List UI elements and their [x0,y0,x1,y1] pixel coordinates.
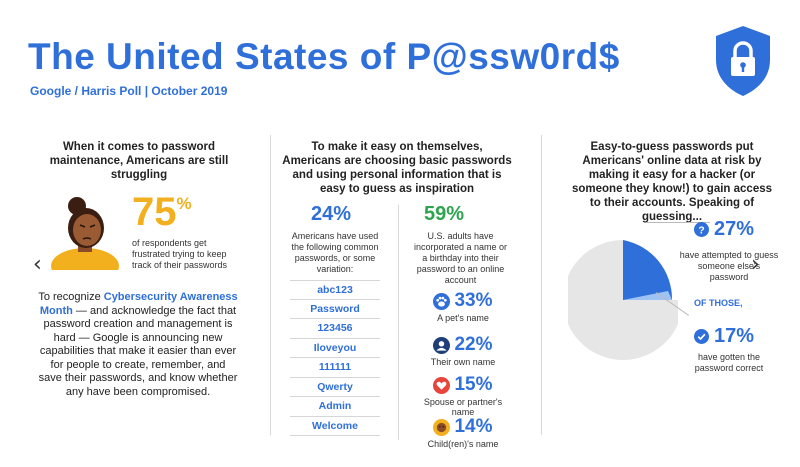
list-item: Qwerty [290,378,380,397]
stat-frustrated-desc: of respondents get frustrated trying to … [132,238,228,270]
cybersecurity-month-highlight: Cybersecurity Awareness Month [39,291,238,317]
list-item: Welcome [290,417,380,436]
section-heading-maintenance: When it comes to password maintenance, A… [49,141,229,181]
source-and-date: Google / Harris Poll | October 2019 [30,84,228,98]
person-icon [433,336,451,354]
pie-slice-correct-hatch [623,291,672,300]
callout-line [646,222,710,223]
svg-text:?: ? [698,225,704,236]
heart-icon [433,376,451,394]
child-icon [433,418,451,436]
list-item: 111111 [290,358,380,378]
stat-name-birthday-desc: U.S. adults have incorporated a name or … [413,231,508,285]
stat-partner-name: 15% Spouse or partner's name [423,374,503,417]
chevron-right-icon[interactable]: › [751,252,760,277]
section-heading-basic-passwords: To make it easy on themselves, Americans… [282,141,512,195]
question-icon: ? [694,222,709,237]
frustrated-person-icon [51,197,119,270]
section-heading-guessing: Easy-to-guess passwords put Americans' o… [571,141,773,223]
list-item: abc123 [290,280,380,300]
list-item: Admin [290,397,380,417]
stat-common-passwords-desc: Americans have used the following common… [291,231,379,274]
stat-attempted-guess-percent: 27% [714,218,755,240]
stat-guessed-correct-desc: have gotten the password correct [694,352,764,373]
stat-own-name: 22% Their own name [430,334,496,367]
column-divider [541,135,542,435]
list-item: 123456 [290,319,380,339]
of-those-label: OF THOSE, [694,298,743,308]
common-passwords-list: abc123 Password 123456 Iloveyou 111111 Q… [290,280,380,436]
announcement-text: To recognize Cybersecurity Awareness Mon… [38,291,238,398]
list-item: Iloveyou [290,339,380,358]
chevron-left-icon[interactable]: ‹ [33,252,42,277]
list-item: Password [290,300,380,319]
stat-guessed-correct-percent: 17% [714,325,755,347]
lock-shield-icon [716,26,770,96]
stat-name-birthday-percent: 59% [424,203,465,225]
guess-pie-chart [568,240,678,360]
column-divider [270,135,271,435]
pie-slice-attempted [623,240,673,300]
stat-frustrated-percent: 75% [132,190,192,234]
stat-pet-name: 33% A pet's name [413,290,513,323]
stat-child-name: 14% Child(ren)'s name [427,416,499,449]
column-divider [398,205,399,440]
paw-icon [433,292,451,310]
stat-common-passwords-percent: 24% [311,203,352,225]
check-icon [694,329,709,344]
page-title: The United States of P@ssw0rd$ [28,36,620,77]
stat-attempted-guess-desc: have attempted to guess someone else's p… [679,250,779,282]
